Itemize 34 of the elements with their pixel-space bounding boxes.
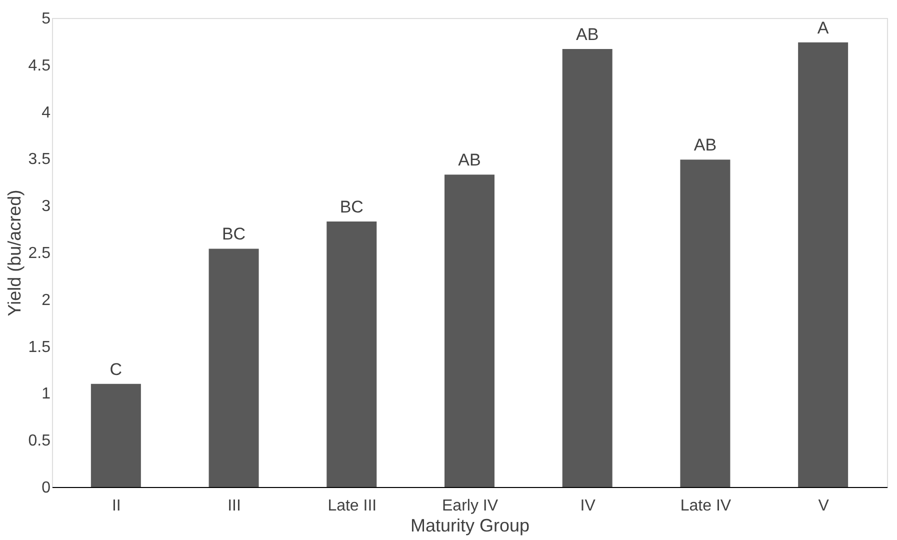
- y-tick-label: 3.5: [28, 151, 51, 168]
- y-tick-label: 3: [42, 198, 51, 216]
- bar: [444, 174, 494, 487]
- annotation: AB: [576, 24, 599, 44]
- y-tick-label: 1: [42, 386, 51, 403]
- annotation: AB: [458, 150, 481, 170]
- y-axis-title: Yield (bu/acred): [4, 190, 24, 316]
- x-tick-label: V: [818, 498, 830, 514]
- y-tick-label: 0: [42, 480, 51, 496]
- annotation: AB: [694, 136, 717, 155]
- y-tick-label: 0.5: [28, 432, 51, 450]
- bar: [798, 42, 848, 487]
- bar: [326, 222, 377, 487]
- annotation: BC: [340, 198, 364, 217]
- x-tick-label: Late IV: [680, 498, 732, 514]
- bar: [562, 48, 612, 487]
- annotation: BC: [222, 224, 246, 244]
- x-tick-label: Early IV: [442, 498, 498, 514]
- y-tick-label: 5: [42, 10, 51, 28]
- annotation: C: [110, 360, 122, 379]
- x-tick-label: III: [228, 498, 241, 514]
- y-tick-label: 4.5: [28, 57, 51, 74]
- x-axis-title: Maturity Group: [410, 516, 530, 536]
- x-tick-label: II: [112, 498, 121, 514]
- x-tick-label: IV: [580, 498, 596, 514]
- bar: [208, 248, 259, 487]
- annotation: A: [817, 18, 830, 38]
- x-tick-label: Late III: [328, 498, 377, 514]
- y-tick-label: 2: [42, 292, 51, 309]
- bar: [680, 160, 730, 487]
- y-tick-label: 4: [42, 104, 51, 122]
- bar: [90, 384, 141, 487]
- y-tick-label: 2.5: [28, 245, 51, 262]
- y-tick-label: 1.5: [28, 338, 51, 356]
